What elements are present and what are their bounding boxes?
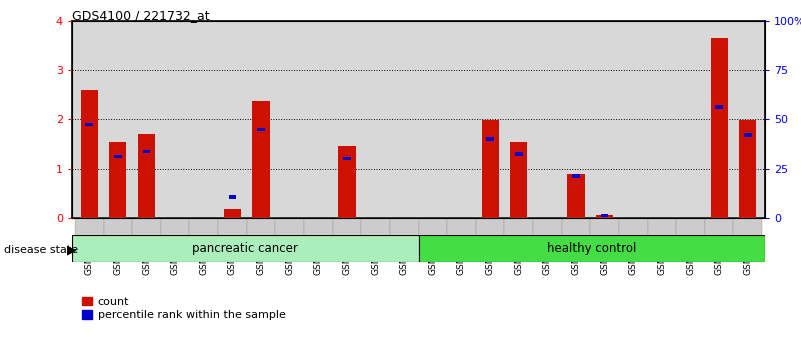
Bar	[276, 218, 304, 242]
Bar	[81, 90, 98, 218]
Bar	[332, 218, 361, 242]
Bar	[533, 218, 562, 242]
Bar	[190, 218, 218, 242]
Bar	[109, 142, 127, 218]
Text: healthy control: healthy control	[547, 242, 637, 255]
Bar	[143, 150, 151, 153]
Bar	[515, 152, 522, 155]
Bar	[86, 123, 93, 126]
Bar	[647, 218, 676, 242]
Bar	[572, 174, 580, 178]
Bar	[734, 218, 762, 242]
Text: pancreatic cancer: pancreatic cancer	[192, 242, 298, 255]
Bar	[132, 218, 161, 242]
Bar	[601, 213, 609, 217]
Bar	[72, 235, 418, 262]
Bar	[361, 218, 390, 242]
Bar	[510, 142, 527, 218]
Bar	[228, 195, 236, 199]
Bar	[418, 218, 447, 242]
Bar	[596, 215, 614, 218]
Bar	[343, 157, 351, 160]
Bar	[567, 173, 585, 218]
Bar	[739, 120, 756, 218]
Bar	[481, 120, 499, 218]
Bar	[252, 101, 270, 218]
Text: GDS4100 / 221732_at: GDS4100 / 221732_at	[72, 9, 210, 22]
Bar	[418, 235, 765, 262]
Bar	[705, 218, 734, 242]
Bar	[715, 105, 723, 109]
Bar	[304, 218, 332, 242]
Bar	[218, 218, 247, 242]
Bar	[161, 218, 190, 242]
Bar	[619, 218, 647, 242]
Text: disease state: disease state	[4, 245, 78, 255]
Bar	[590, 218, 619, 242]
Bar	[114, 155, 122, 158]
Bar	[257, 127, 265, 131]
Bar	[390, 218, 418, 242]
Bar	[103, 218, 132, 242]
Bar	[676, 218, 705, 242]
Bar	[486, 137, 494, 141]
Bar	[505, 218, 533, 242]
Legend: count, percentile rank within the sample: count, percentile rank within the sample	[78, 292, 290, 325]
Bar	[223, 209, 241, 218]
Bar	[710, 39, 728, 218]
Text: ▶: ▶	[66, 243, 76, 256]
Bar	[744, 133, 751, 137]
Bar	[138, 134, 155, 218]
Bar	[562, 218, 590, 242]
Bar	[247, 218, 276, 242]
Bar	[75, 218, 103, 242]
Bar	[476, 218, 505, 242]
Bar	[447, 218, 476, 242]
Bar	[338, 147, 356, 218]
